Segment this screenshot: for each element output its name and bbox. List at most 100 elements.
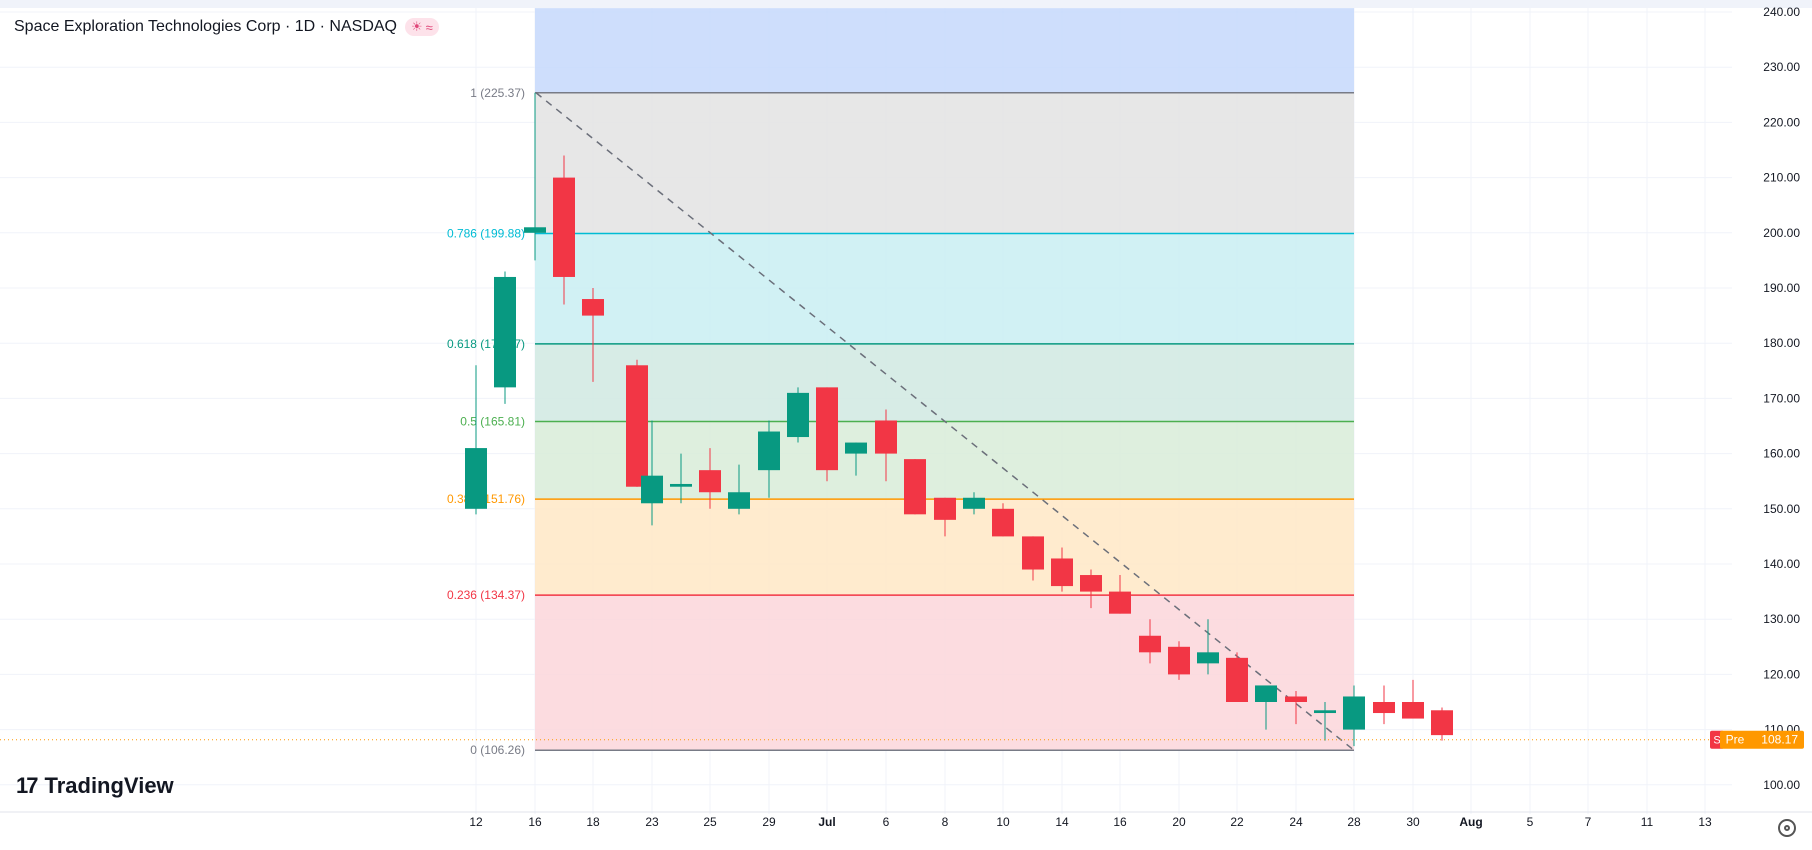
candles xyxy=(465,92,1453,747)
fib-level-label: 0.786 (199.88) xyxy=(447,226,525,240)
candle-body xyxy=(1402,702,1424,719)
candle-body xyxy=(904,459,926,515)
candle-body xyxy=(1285,696,1307,702)
trend-line-dashed xyxy=(535,92,1355,751)
candle-jul-20 xyxy=(1168,641,1190,680)
candle-jun-18 xyxy=(582,288,604,382)
candle-body xyxy=(992,508,1014,537)
trend-line xyxy=(535,92,1355,751)
candle-jul-23 xyxy=(1255,685,1277,730)
candle-body xyxy=(1109,591,1131,614)
time-tick-label: 18 xyxy=(586,815,600,829)
tradingview-logo[interactable]: 17 TradingView xyxy=(16,773,174,799)
time-tick-label: 20 xyxy=(1172,815,1186,829)
candle-jul-30 xyxy=(1402,679,1424,719)
candle-body xyxy=(1373,702,1395,714)
candle-jun-25 xyxy=(699,448,721,509)
candle-jul-29 xyxy=(1373,685,1395,725)
candle-jun-27 xyxy=(728,464,750,515)
time-tick-label: 11 xyxy=(1641,815,1654,829)
price-axis: 240.00 230.00 220.00 210.00 200.00 190.00 180.… xyxy=(1763,5,1800,792)
candle-body xyxy=(845,442,867,454)
candle-body xyxy=(524,227,546,233)
time-tick-label: 10 xyxy=(996,815,1010,829)
session-marker-letter: S xyxy=(1713,735,1720,747)
fib-zone xyxy=(535,8,1354,93)
candle-body xyxy=(1255,685,1277,702)
session-label: Pre xyxy=(1726,733,1745,747)
candle-jul-27 xyxy=(1314,702,1336,741)
fib-level-label: 0.236 (134.37) xyxy=(447,588,525,602)
candle-jul-9 xyxy=(963,492,985,515)
time-tick-label: Aug xyxy=(1459,815,1482,829)
candle-body xyxy=(728,492,750,509)
candle-body xyxy=(494,276,516,388)
candle-body xyxy=(1314,710,1336,714)
settings-icon[interactable] xyxy=(1778,819,1796,837)
candle-jul-22 xyxy=(1226,652,1248,702)
time-tick-label: 25 xyxy=(703,815,717,829)
price-tick-label: 150.00 xyxy=(1763,502,1800,516)
sun-icon: ☀ xyxy=(411,19,423,34)
candle-body xyxy=(1022,536,1044,570)
candle-body xyxy=(758,431,780,471)
candle-jun-16 xyxy=(524,92,546,261)
candle-jul-21 xyxy=(1197,619,1219,675)
market-status-badge[interactable]: ☀ ≈ xyxy=(405,18,439,36)
top-border xyxy=(0,0,1812,8)
candle-body xyxy=(641,475,663,504)
last-price-marker: S Pre 108.17 xyxy=(0,730,1804,749)
price-tick-label: 190.00 xyxy=(1763,281,1800,295)
candle-jul-3 xyxy=(845,442,867,476)
candle-jun-12 xyxy=(465,365,487,515)
candle-body xyxy=(787,392,809,438)
time-tick-label: 13 xyxy=(1698,815,1712,829)
fib-level-label: 0 (106.26) xyxy=(470,743,525,757)
price-tick-label: 160.00 xyxy=(1763,447,1800,461)
price-tick-label: 230.00 xyxy=(1763,60,1800,74)
price-tick-label: 240.00 xyxy=(1763,5,1800,19)
candle-jul-28 xyxy=(1343,685,1365,747)
candle-body xyxy=(670,483,692,487)
candle-jun-17 xyxy=(553,155,575,305)
candle-jul-7 xyxy=(904,459,926,515)
candle-jul-8 xyxy=(934,497,956,537)
time-tick-label: 14 xyxy=(1055,815,1069,829)
candle-body xyxy=(1139,635,1161,653)
price-tick-label: 170.00 xyxy=(1763,391,1800,405)
fibonacci-levels: 1 (225.37)0.786 (199.88)0.618 (179.87)0.… xyxy=(447,86,1354,757)
time-tick-label: 23 xyxy=(645,815,659,829)
candle-body xyxy=(553,177,575,277)
price-tick-label: 120.00 xyxy=(1763,667,1800,681)
wave-icon: ≈ xyxy=(425,19,433,35)
time-tick-label: 16 xyxy=(528,815,542,829)
candle-body xyxy=(699,470,721,493)
candle-body xyxy=(816,387,838,471)
symbol-title[interactable]: Space Exploration Technologies Corp · 1D… xyxy=(14,18,397,35)
time-tick-label: 28 xyxy=(1347,815,1361,829)
candle-jul-14 xyxy=(1051,547,1073,592)
logo-text: TradingView xyxy=(44,773,174,798)
time-tick-label: 7 xyxy=(1585,815,1592,829)
candle-jul-2 xyxy=(816,387,838,482)
candle-body xyxy=(465,448,487,509)
candle-body xyxy=(1051,558,1073,587)
time-tick-label: 8 xyxy=(942,815,949,829)
fib-zone xyxy=(535,92,1354,234)
fib-zone xyxy=(535,343,1354,422)
candle-jun-29 xyxy=(758,420,780,498)
candle-body xyxy=(1226,657,1248,702)
candle-jul-16 xyxy=(1109,575,1131,614)
candle-body xyxy=(1168,646,1190,675)
time-tick-label: 6 xyxy=(883,815,890,829)
time-tick-label: 16 xyxy=(1113,815,1127,829)
candle-body xyxy=(1197,652,1219,664)
candle-jun-23 xyxy=(641,420,663,526)
candle-body xyxy=(626,365,648,487)
candle-jun-30 xyxy=(787,387,809,443)
fib-level-label: 1 (225.37) xyxy=(470,86,525,100)
price-tick-label: 220.00 xyxy=(1763,115,1800,129)
time-tick-label: 22 xyxy=(1230,815,1244,829)
candle-body xyxy=(582,299,604,316)
